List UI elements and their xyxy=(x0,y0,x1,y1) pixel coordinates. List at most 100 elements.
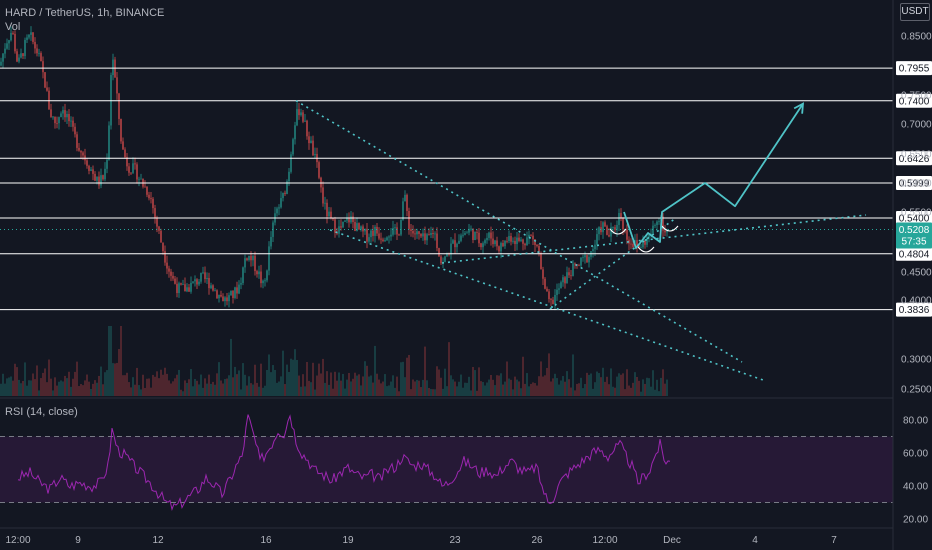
candle-body xyxy=(192,281,194,283)
dotted-trendline[interactable] xyxy=(329,229,764,381)
volume-bar xyxy=(106,370,108,396)
volume-bar xyxy=(60,380,62,396)
candle-body xyxy=(380,238,382,240)
level-price-tag[interactable] xyxy=(896,302,932,317)
candle-body xyxy=(664,230,666,233)
volume-bar xyxy=(112,363,114,396)
candle-body xyxy=(294,125,296,140)
volume-bar xyxy=(432,389,434,396)
candle-body xyxy=(0,61,2,66)
candle-body xyxy=(370,230,372,238)
candle-body xyxy=(50,109,52,117)
volume-bar xyxy=(524,383,526,396)
volume-bar xyxy=(324,382,326,396)
volume-bar xyxy=(396,376,398,396)
volume-bar xyxy=(514,376,516,396)
candle-body xyxy=(326,202,328,217)
volume-bar xyxy=(282,350,284,396)
volume-bar xyxy=(300,386,302,396)
candle-body xyxy=(362,226,364,232)
rsi-tick-label: 40.00 xyxy=(903,482,928,493)
volume-bar xyxy=(52,390,54,396)
candle-body xyxy=(82,152,84,156)
volume-bar xyxy=(216,373,218,396)
projection-polyline[interactable] xyxy=(623,103,804,249)
projection-path[interactable] xyxy=(623,102,805,249)
time-tick-label: 9 xyxy=(75,535,81,546)
volume-bar xyxy=(246,385,248,396)
candle-body xyxy=(330,211,332,219)
volume-bar xyxy=(128,382,130,396)
level-price-tag[interactable] xyxy=(896,176,932,191)
volume-bar xyxy=(484,385,486,396)
projection-arrowhead xyxy=(793,102,805,114)
trendlines[interactable] xyxy=(295,100,867,381)
volume-bar xyxy=(266,369,268,396)
volume-bar xyxy=(172,381,174,396)
volume-bar xyxy=(618,373,620,396)
volume-bar xyxy=(380,383,382,396)
level-price-tag[interactable] xyxy=(896,211,932,225)
candle-body xyxy=(234,287,236,298)
volume-bar xyxy=(648,378,650,396)
dotted-trendline[interactable] xyxy=(295,100,743,363)
candle-body xyxy=(122,141,124,150)
volume-bar xyxy=(148,378,150,396)
currency-unit-badge[interactable]: USDT xyxy=(900,3,930,21)
volume-bar xyxy=(24,362,26,396)
volume-bar xyxy=(602,367,604,396)
volume-bar xyxy=(658,391,660,396)
candle-body xyxy=(174,278,176,284)
price-tick-label: 0.4500 xyxy=(901,268,932,279)
volume-bar xyxy=(72,378,74,396)
dotted-trendline[interactable] xyxy=(441,214,867,264)
candle-body xyxy=(506,240,508,242)
candle-body xyxy=(300,112,302,116)
candle-body xyxy=(292,139,294,155)
candle-body xyxy=(98,176,100,186)
candle-body xyxy=(222,296,224,302)
volume-bar xyxy=(336,380,338,396)
volume-bar xyxy=(228,375,230,396)
level-price-label: 0.7400 xyxy=(899,96,930,107)
level-price-tag[interactable] xyxy=(896,246,932,261)
current-price-tag[interactable] xyxy=(896,222,932,249)
volume-bar xyxy=(570,387,572,396)
level-price-tag[interactable] xyxy=(896,151,932,166)
candle-body xyxy=(154,208,156,218)
candle-body xyxy=(124,149,126,158)
candle-body xyxy=(86,160,88,166)
candle-body xyxy=(322,187,324,204)
volume-bar xyxy=(384,374,386,396)
candle-body xyxy=(34,41,36,49)
candle-body xyxy=(544,278,546,289)
volume-bar xyxy=(470,390,472,396)
candle-body xyxy=(484,240,486,244)
volume-bar xyxy=(50,378,52,396)
volume-bar xyxy=(48,359,50,396)
symbol-title: HARD / TetherUS, 1h, BINANCE xyxy=(5,7,165,19)
candle-body xyxy=(460,235,462,241)
horizontal-levels[interactable]: 0.7955 0.7400 0.6426 0.5999 0.5400 0.4804 0.38… xyxy=(0,61,932,317)
level-price-label: 0.4804 xyxy=(899,249,930,260)
volume-bar xyxy=(632,382,634,396)
volume-bar xyxy=(204,378,206,396)
volume-bar xyxy=(88,381,90,396)
volume-bar xyxy=(388,385,390,396)
candle-body xyxy=(266,270,268,281)
candle-body xyxy=(180,283,182,285)
volume-bar xyxy=(254,364,256,396)
candle-body xyxy=(518,237,520,242)
volume-bar xyxy=(86,374,88,396)
candle-body xyxy=(452,240,454,244)
dotted-trendline[interactable] xyxy=(549,217,677,310)
time-tick-label: 4 xyxy=(752,535,758,546)
volume-bar xyxy=(548,353,550,396)
level-price-tag[interactable] xyxy=(896,61,932,76)
level-price-tag[interactable] xyxy=(896,93,932,108)
volume-bar xyxy=(338,372,340,396)
candle-body xyxy=(284,192,286,194)
volume-bar xyxy=(174,378,176,396)
cup-arc xyxy=(609,228,627,235)
